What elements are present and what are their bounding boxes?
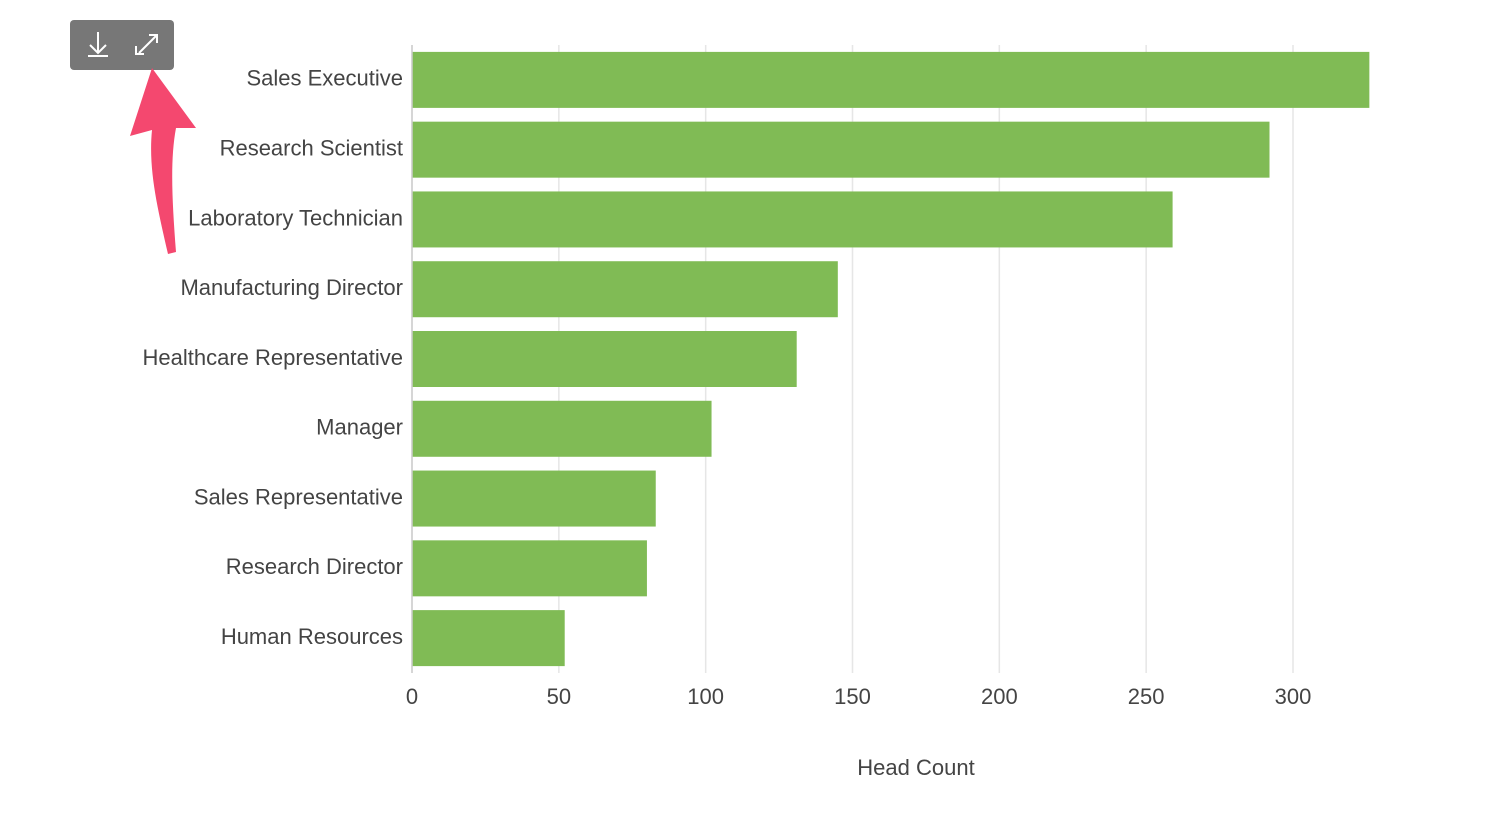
y-tick-label: Human Resources [221,624,403,649]
plot-area: 0 50 100 150 200 250 300 Sales Executive Researc… [143,45,1370,709]
x-tick-label: 250 [1128,684,1165,709]
x-tick-label: 200 [981,684,1018,709]
x-tick-label: 0 [406,684,418,709]
x-tick-label: 50 [547,684,571,709]
y-tick-label: Sales Representative [194,484,403,509]
x-tick-label: 300 [1275,684,1312,709]
bar [412,51,1370,108]
bar [412,400,712,457]
bar [412,610,565,667]
download-icon [88,32,108,57]
bar [412,261,838,318]
y-tick-label: Research Scientist [220,135,403,160]
y-tick-label: Research Director [226,554,403,579]
bar [412,191,1173,248]
annotation-arrow [130,68,196,254]
bar [412,470,656,527]
x-axis-title: Head Count [857,755,974,780]
toolbar [70,20,174,70]
y-tick-label: Manager [316,415,403,440]
y-tick-label: Sales Executive [246,66,403,91]
bar [412,540,647,597]
download-button[interactable] [88,32,108,57]
expand-button[interactable] [135,34,158,55]
y-tick-label: Laboratory Technician [188,205,403,230]
bar [412,121,1270,178]
y-tick-label: Healthcare Representative [143,345,403,370]
x-tick-label: 100 [687,684,724,709]
expand-icon [135,34,158,55]
bar [412,331,797,387]
toolbar-background [70,20,174,70]
x-tick-label: 150 [834,684,871,709]
y-tick-label: Manufacturing Director [180,275,403,300]
